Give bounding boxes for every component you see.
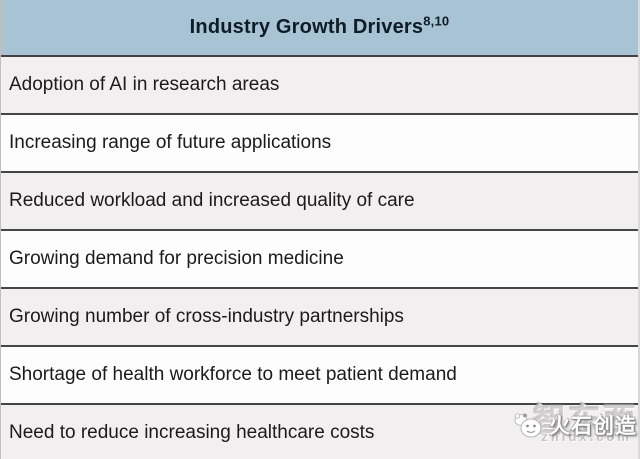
table-row: Reduced workload and increased quality o… — [1, 173, 638, 231]
row-label: Shortage of health workforce to meet pat… — [9, 364, 457, 385]
row-label: Need to reduce increasing healthcare cos… — [9, 422, 375, 443]
table-row: Growing demand for precision medicine — [1, 231, 638, 289]
row-label: Growing number of cross-industry partner… — [9, 306, 404, 327]
row-label: Reduced workload and increased quality o… — [9, 190, 415, 211]
title-superscript: 8,10 — [423, 13, 450, 29]
row-label: Increasing range of future applications — [9, 132, 332, 153]
table-title-text: Industry Growth Drivers — [189, 16, 424, 38]
table-title: Industry Growth Drivers8,10 — [189, 13, 450, 39]
table-row: Shortage of health workforce to meet pat… — [1, 347, 638, 405]
table-row: Adoption of AI in research areas — [1, 57, 638, 115]
table-row: Growing number of cross-industry partner… — [1, 289, 638, 347]
table-row: Increasing range of future applications — [1, 115, 638, 173]
row-label: Adoption of AI in research areas — [9, 74, 280, 95]
table-header: Industry Growth Drivers8,10 — [1, 0, 638, 57]
table-row: Need to reduce increasing healthcare cos… — [1, 405, 638, 459]
row-label: Growing demand for precision medicine — [9, 248, 344, 269]
